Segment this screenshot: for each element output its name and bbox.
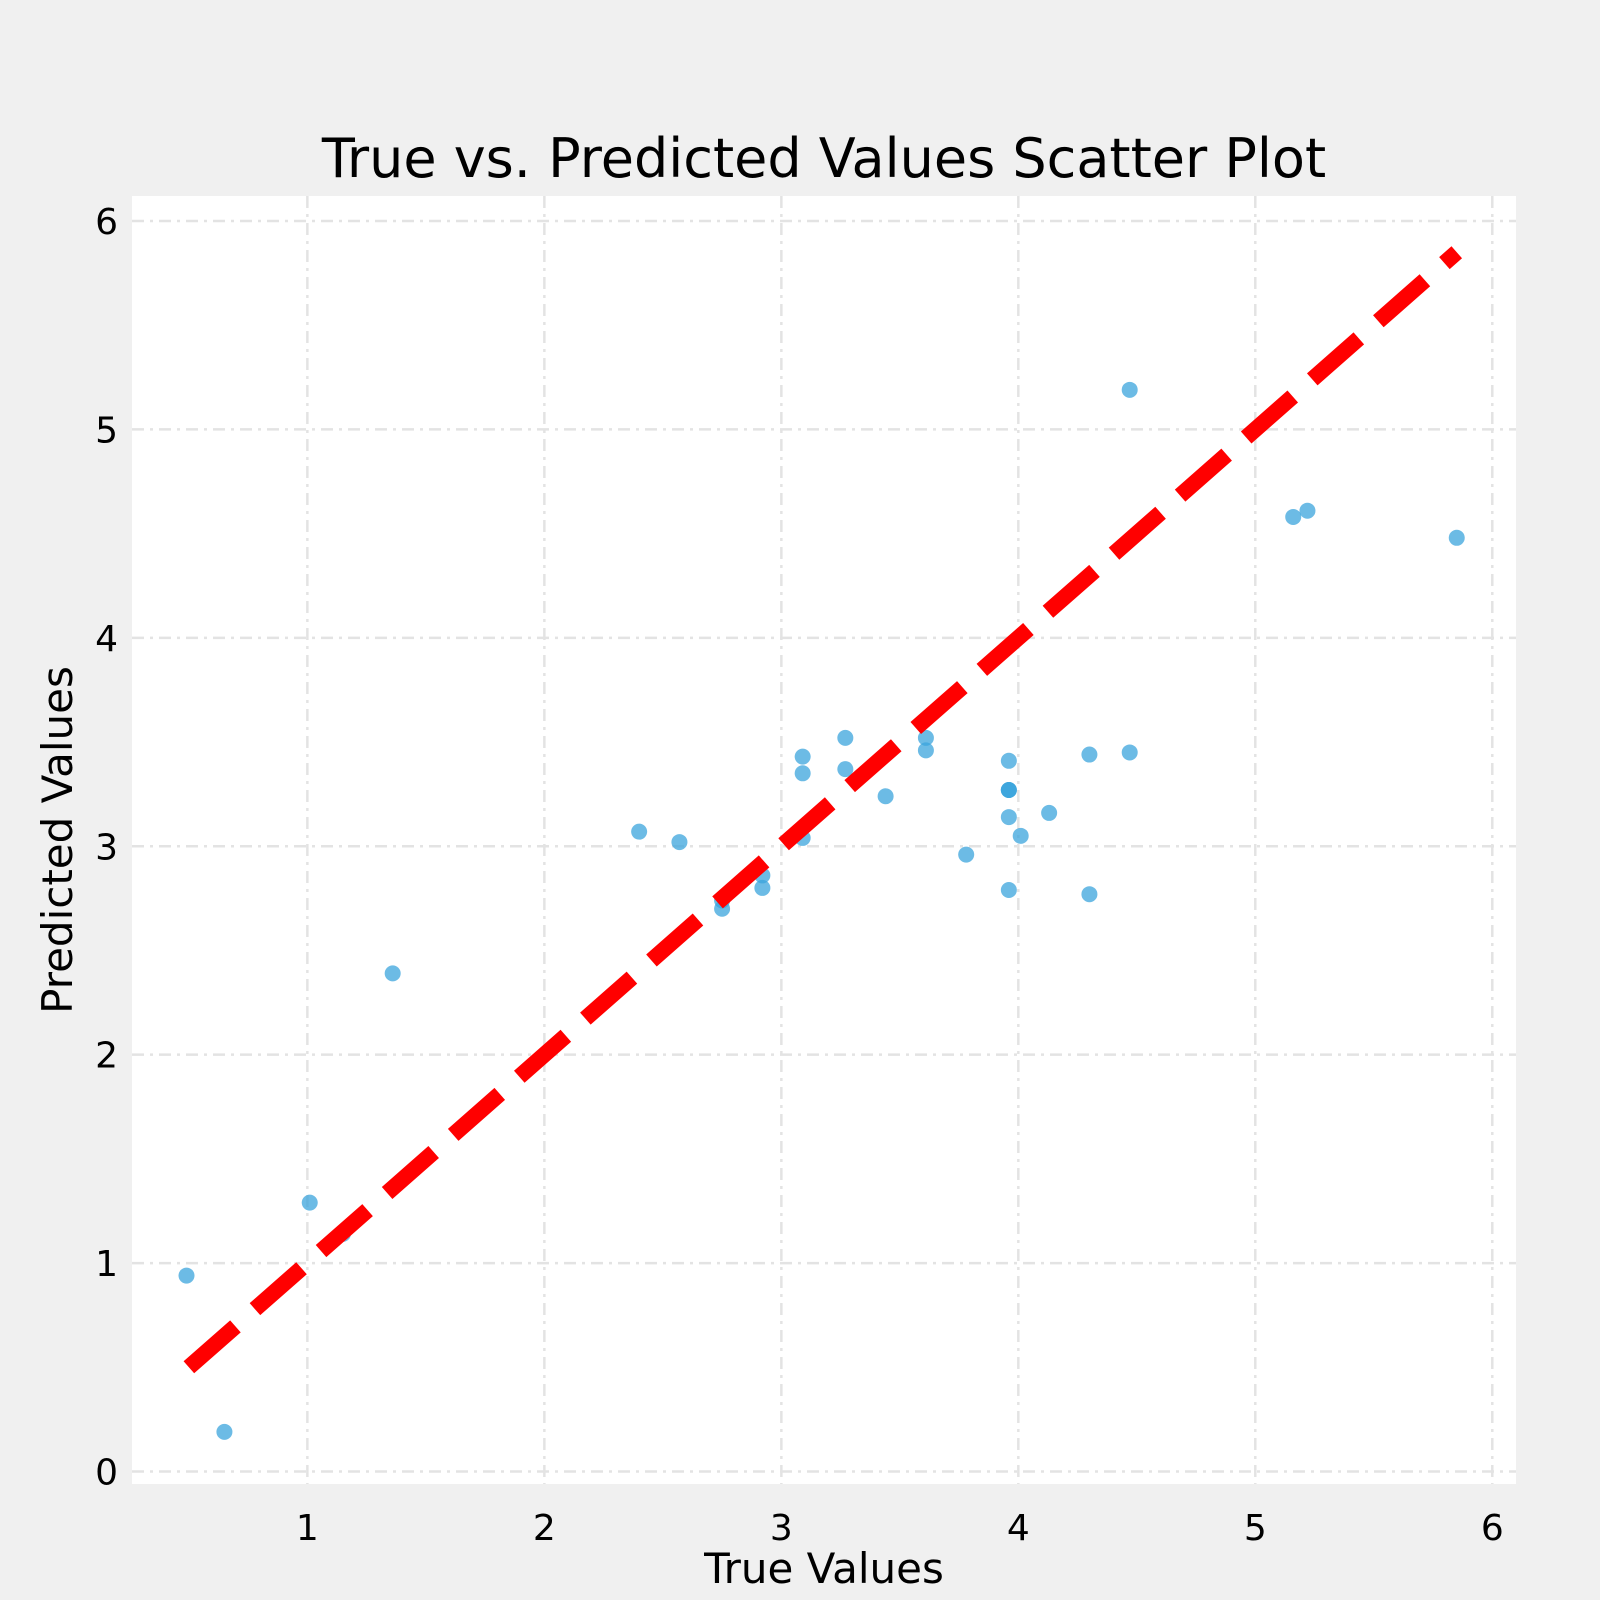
data-point xyxy=(1041,804,1058,821)
data-point xyxy=(837,729,854,746)
data-point xyxy=(1000,781,1017,798)
gridlines xyxy=(132,196,1516,1484)
data-point xyxy=(671,834,688,851)
x-tick-label: 2 xyxy=(533,1508,556,1549)
tick-labels: 1 2 3 4 5 6 0 1 2 3 4 5 6 xyxy=(95,202,1504,1549)
data-point xyxy=(1448,529,1465,546)
y-tick-label: 3 xyxy=(95,827,118,868)
data-point xyxy=(216,1423,233,1440)
y-tick-label: 5 xyxy=(95,410,118,451)
data-point xyxy=(794,748,811,765)
y-axis-label: Predicted Values xyxy=(33,666,82,1014)
data-point xyxy=(794,765,811,782)
data-point xyxy=(1299,502,1316,519)
data-point xyxy=(1121,744,1138,761)
y-tick-label: 1 xyxy=(95,1244,118,1285)
data-point xyxy=(917,742,934,759)
x-tick-label: 3 xyxy=(770,1508,793,1549)
data-point xyxy=(1121,381,1138,398)
data-point xyxy=(877,788,894,805)
data-point xyxy=(631,823,648,840)
x-tick-label: 4 xyxy=(1007,1508,1030,1549)
data-point xyxy=(1081,886,1098,903)
data-point xyxy=(837,761,854,778)
x-tick-label: 5 xyxy=(1244,1508,1267,1549)
data-point xyxy=(1012,827,1029,844)
reference-line xyxy=(183,246,1463,1374)
data-point xyxy=(384,965,401,982)
data-point xyxy=(178,1267,195,1284)
data-point xyxy=(301,1194,318,1211)
data-point xyxy=(958,846,975,863)
reference-line-group xyxy=(183,246,1463,1374)
data-point xyxy=(1081,746,1098,763)
x-axis-label: True Values xyxy=(703,1544,944,1593)
y-tick-label: 2 xyxy=(95,1036,118,1077)
data-point xyxy=(1285,508,1302,525)
x-tick-label: 6 xyxy=(1481,1508,1504,1549)
data-point xyxy=(1000,882,1017,899)
plot-area xyxy=(132,196,1516,1484)
chart-title: True vs. Predicted Values Scatter Plot xyxy=(321,127,1326,190)
data-point xyxy=(917,729,934,746)
data-point xyxy=(754,879,771,896)
y-tick-label: 4 xyxy=(95,619,118,660)
y-tick-label: 0 xyxy=(95,1452,118,1493)
y-tick-label: 6 xyxy=(95,202,118,243)
data-point xyxy=(1000,752,1017,769)
data-point xyxy=(1000,809,1017,826)
x-tick-label: 1 xyxy=(296,1508,319,1549)
